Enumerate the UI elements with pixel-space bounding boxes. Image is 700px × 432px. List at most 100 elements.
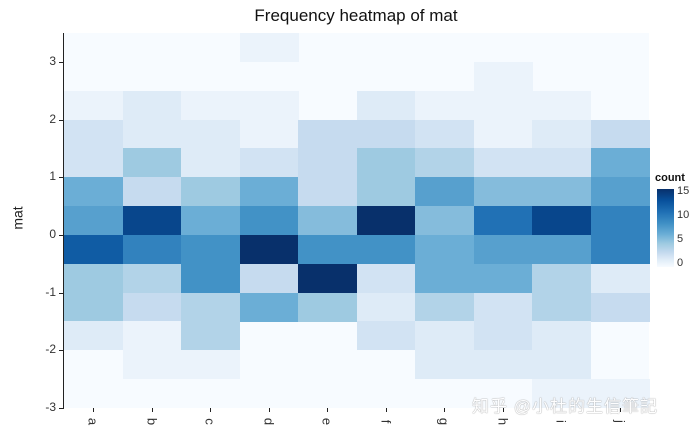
- y-tick: [59, 408, 63, 409]
- heatmap-cell: [473, 292, 533, 322]
- heatmap-cell: [415, 234, 474, 264]
- legend-tick-label: 15: [677, 185, 690, 197]
- heatmap-cell: [532, 148, 591, 178]
- x-tick-label: e: [319, 417, 335, 426]
- y-tick: [59, 177, 63, 179]
- heatmap-cell: [590, 206, 650, 236]
- heatmap-cell: [122, 148, 182, 178]
- x-tick-label: j: [612, 420, 628, 423]
- heatmap-cell: [532, 234, 591, 264]
- heatmap-cell: [181, 321, 240, 351]
- chart-title: Frequency heatmap of mat: [254, 6, 458, 25]
- heatmap-cell: [181, 119, 240, 149]
- heatmap-cell: [298, 234, 357, 264]
- x-tick: [619, 408, 621, 412]
- heatmap-cell: [473, 90, 533, 120]
- heatmap-cell: [532, 119, 591, 149]
- legend-tick-label: 10: [677, 209, 690, 221]
- y-tick-label: 3: [49, 53, 56, 68]
- heatmap-cell: [532, 263, 591, 293]
- heatmap-cell: [532, 379, 591, 409]
- y-tick-label: 2: [49, 111, 56, 126]
- heatmap-cell: [298, 263, 357, 293]
- heatmap-cell: [590, 292, 650, 322]
- legend-tick: [674, 216, 678, 217]
- x-tick: [151, 408, 153, 412]
- heatmap-cell: [356, 321, 416, 351]
- heatmap-cell: [64, 119, 123, 149]
- heatmap-cell: [298, 177, 357, 207]
- heatmap-cell: [64, 321, 123, 351]
- heatmap-cell: [239, 33, 299, 62]
- heatmap-cell: [473, 119, 533, 149]
- heatmap-cell: [181, 206, 240, 236]
- heatmap-cell: [415, 321, 474, 351]
- x-tick-label: a: [85, 417, 101, 426]
- x-tick: [210, 408, 212, 412]
- heatmap-cell: [239, 292, 299, 322]
- heatmap-cell: [64, 234, 123, 264]
- heatmap-cell: [590, 234, 650, 264]
- heatmap-cell: [239, 90, 299, 120]
- heatmap-cell: [356, 263, 416, 293]
- heatmap-cell: [122, 90, 182, 120]
- heatmap-cell: [473, 321, 533, 351]
- heatmap-cell: [64, 90, 123, 120]
- y-tick-label: 1: [49, 169, 56, 184]
- heatmap-cell: [181, 350, 240, 380]
- x-tick-label: i: [553, 420, 569, 423]
- y-tick-label: -2: [45, 342, 56, 357]
- heatmap-cell: [122, 350, 182, 380]
- heatmap-cell: [64, 206, 123, 236]
- x-tick-label: b: [144, 417, 160, 426]
- heatmap-cell: [415, 263, 474, 293]
- heatmap-cell: [415, 177, 474, 207]
- y-tick: [59, 234, 63, 236]
- heatmap-cell: [415, 350, 474, 380]
- x-tick-label: d: [261, 417, 277, 426]
- legend-tick: [674, 264, 678, 265]
- heatmap-cell: [239, 177, 299, 207]
- heatmap-cell: [590, 148, 650, 178]
- legend-tick-label: 0: [677, 257, 684, 269]
- heatmap-cell: [298, 148, 357, 178]
- heatmap-cell: [122, 206, 182, 236]
- heatmap-cell: [64, 177, 123, 207]
- x-tick: [444, 408, 446, 412]
- heatmap-cell: [532, 177, 591, 207]
- y-tick-label: -1: [45, 284, 56, 299]
- heatmap-cell: [356, 292, 416, 322]
- x-tick-label: f: [378, 419, 394, 424]
- heatmap-cell: [473, 177, 533, 207]
- heatmap-cell: [122, 234, 182, 264]
- heatmap-cell: [122, 321, 182, 351]
- heatmap-cell: [181, 234, 240, 264]
- heatmap-cell: [181, 90, 240, 120]
- heatmap-cell: [181, 292, 240, 322]
- legend-tick: [674, 240, 678, 241]
- legend-tick-label: 5: [677, 233, 684, 245]
- heatmap-cell: [181, 263, 240, 293]
- heatmap-cell: [415, 206, 474, 236]
- x-tick: [502, 408, 504, 412]
- heatmap-cell: [298, 206, 357, 236]
- y-tick: [59, 61, 63, 63]
- heatmap-cell: [473, 148, 533, 178]
- x-tick: [561, 408, 563, 412]
- heatmap-cell: [415, 148, 474, 178]
- x-tick-label: h: [495, 417, 511, 426]
- y-tick-label: 0: [49, 226, 56, 241]
- x-tick: [385, 408, 387, 412]
- heatmap-cell: [122, 292, 182, 322]
- heatmap-cell: [239, 234, 299, 264]
- heatmap-panel: [64, 33, 650, 409]
- y-axis-title: mat: [9, 206, 26, 230]
- heatmap-cell: [532, 90, 591, 120]
- heatmap-cell: [590, 119, 650, 149]
- color-legend: count 15 10 5 0: [655, 172, 689, 269]
- heatmap-cell: [356, 119, 416, 149]
- legend-title: count: [655, 172, 685, 184]
- heatmap-cell: [590, 263, 650, 293]
- heatmap-cell: [415, 119, 474, 149]
- heatmap-cell: [181, 177, 240, 207]
